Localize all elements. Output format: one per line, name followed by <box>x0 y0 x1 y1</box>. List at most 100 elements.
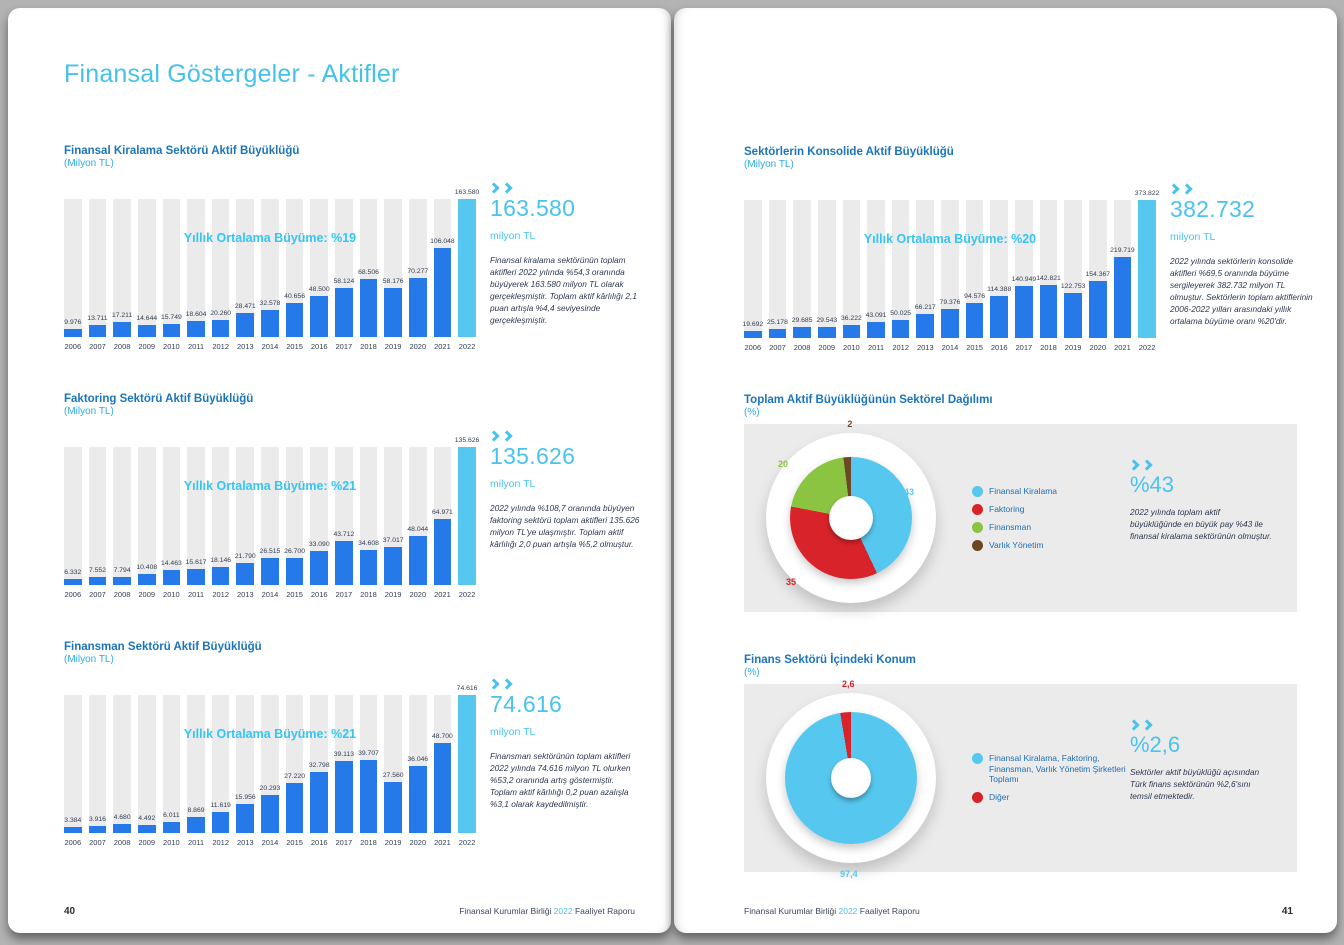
page-number: 41 <box>1281 906 1293 917</box>
bar <box>187 816 205 833</box>
bar-value-label: 20.293 <box>259 785 281 793</box>
bar-value-label: 29.685 <box>791 317 813 325</box>
bar-column: 18.146 <box>210 447 231 585</box>
pie-donut-hole <box>831 758 871 798</box>
footer-post: Faaliyet Raporu <box>857 906 920 916</box>
bar <box>408 277 427 337</box>
bar <box>891 319 910 338</box>
bar-column: 48.500 <box>309 199 330 337</box>
bar <box>211 566 230 585</box>
bar-column: 25.178 <box>767 200 788 338</box>
footer-text: Finansal Kurumlar Birliği 2022 Faaliyet … <box>459 906 635 916</box>
bar <box>867 322 885 338</box>
year-label: 2017 <box>1015 343 1033 352</box>
bar <box>236 312 255 337</box>
bar-value-label: 27.560 <box>382 772 404 780</box>
bar-column: 14.644 <box>136 199 157 337</box>
bar-column: 4.492 <box>137 695 156 833</box>
bar-value-label: 9.976 <box>64 318 82 326</box>
callout-text: 2022 yılında %108,7 oranında büyüyen fak… <box>490 503 640 550</box>
legend-label: Faktoring <box>989 503 1025 514</box>
chart-finans-sektoru-konum: Finans Sektörü İçindeki Konum (%) 97,4 2,6 F… <box>744 654 1297 879</box>
double-chevron-icon <box>488 179 640 194</box>
bar-value-label: 219.719 <box>1110 246 1135 254</box>
growth-annotation: Yıllık Ortalama Büyüme: %20 <box>863 232 1037 246</box>
bar-value-label: 11.619 <box>210 801 231 809</box>
bar-value-label: 32.798 <box>308 762 330 770</box>
bar <box>261 309 279 337</box>
chart-title: Finansal Kiralama Sektörü Aktif Büyüklüğ… <box>64 145 300 157</box>
bar-value-label: 68.506 <box>358 269 379 277</box>
bar-value-label: 33.090 <box>308 541 330 549</box>
bar-column: 6.011 <box>162 695 181 833</box>
bar <box>916 313 935 338</box>
bar-column: 19.692 <box>742 200 763 338</box>
bar-value-label: 43.712 <box>333 530 355 538</box>
chart-finansman: Finansman Sektörü Aktif Büyüklüğü (Milyon… <box>64 641 635 847</box>
bar <box>236 803 255 833</box>
footer-pre: Finansal Kurumlar Birliği <box>459 906 554 916</box>
bar-columns: Yıllık Ortalama Büyüme: %21 6.332 7.552 7.7… <box>64 437 479 585</box>
bar-column: 21.790 <box>235 447 256 585</box>
bar-column: 33.090 <box>308 447 330 585</box>
bar-column: 142.821 <box>1036 200 1061 338</box>
chart-body: Yıllık Ortalama Büyüme: %19 9.976 13.711 17… <box>64 169 637 351</box>
bar <box>113 577 131 585</box>
bar-value-label: 48.044 <box>407 526 429 534</box>
x-axis-labels: 2006 2007 2008 2009 2010 2011 2012 2013 2014 2015… <box>64 342 476 351</box>
year-label: 2019 <box>384 342 402 351</box>
bar-value-label: 15.956 <box>234 793 256 801</box>
bar-column: 4.680 <box>113 695 131 833</box>
year-label: 2020 <box>1089 343 1107 352</box>
bar <box>359 279 378 337</box>
bar-value-label: 20.260 <box>210 309 232 317</box>
year-label: 2022 <box>458 342 476 351</box>
bar <box>88 577 107 585</box>
bar-column: 8.869 <box>187 695 205 833</box>
year-label: 2013 <box>916 343 934 352</box>
bar <box>1138 200 1156 338</box>
callout-value: 74.616 <box>490 691 563 717</box>
bar-value-label: 39.113 <box>333 750 355 758</box>
year-label: 2022 <box>1138 343 1156 352</box>
callout-unit: milyon TL <box>490 478 536 490</box>
legend-color-dot <box>972 791 983 803</box>
callout-value: 135.626 <box>490 443 576 469</box>
chart-konsolide: Sektörlerin Konsolide Aktif Büyüklüğü (Mi… <box>742 146 1313 352</box>
bar-value-label: 17.211 <box>111 312 133 320</box>
year-label: 2021 <box>1114 343 1131 352</box>
bar-value-label: 3.384 <box>64 816 82 824</box>
pie-slice-label: 43 <box>903 487 914 497</box>
callout-text: Finansal kiralama sektörünün toplam akti… <box>490 255 637 326</box>
pie-donut-hole <box>829 496 873 540</box>
bar-column: 39.113 <box>333 695 355 833</box>
bar-column: 74.616 <box>457 685 477 833</box>
bar-value-label: 373.822 <box>1134 190 1160 197</box>
year-label: 2020 <box>409 590 427 599</box>
footer-pre: Finansal Kurumlar Birliği <box>744 906 839 916</box>
year-label: 2012 <box>212 590 229 599</box>
bar-value-label: 26.515 <box>259 548 281 556</box>
bar <box>941 308 959 338</box>
bar <box>817 327 836 338</box>
callout-text: Finansman sektörünün toplam aktifleri 20… <box>490 751 631 810</box>
bar-value-label: 39.707 <box>358 749 379 757</box>
chart-body: Yıllık Ortalama Büyüme: %20 19.692 25.178 2… <box>742 170 1313 352</box>
chart-body: Yıllık Ortalama Büyüme: %21 3.384 3.916 4.6… <box>64 665 635 847</box>
year-label: 2020 <box>409 838 427 847</box>
year-label: 2022 <box>458 838 476 847</box>
year-label: 2015 <box>286 342 303 351</box>
bar-value-label: 122.753 <box>1060 282 1086 290</box>
bar-column: 68.506 <box>358 199 379 337</box>
bar <box>1064 292 1082 338</box>
footer-left: 40 Finansal Kurumlar Birliği 2022 Faaliy… <box>64 906 635 917</box>
bar <box>335 760 353 833</box>
bar-column: 17.211 <box>111 199 133 337</box>
bar-column: 15.956 <box>234 695 256 833</box>
year-label: 2008 <box>113 342 131 351</box>
bar-value-label: 13.711 <box>87 315 108 323</box>
bar-value-label: 28.471 <box>234 302 256 310</box>
pie-chart: 43 35 20 2 <box>766 419 936 603</box>
bar-value-label: 3.916 <box>88 815 106 823</box>
